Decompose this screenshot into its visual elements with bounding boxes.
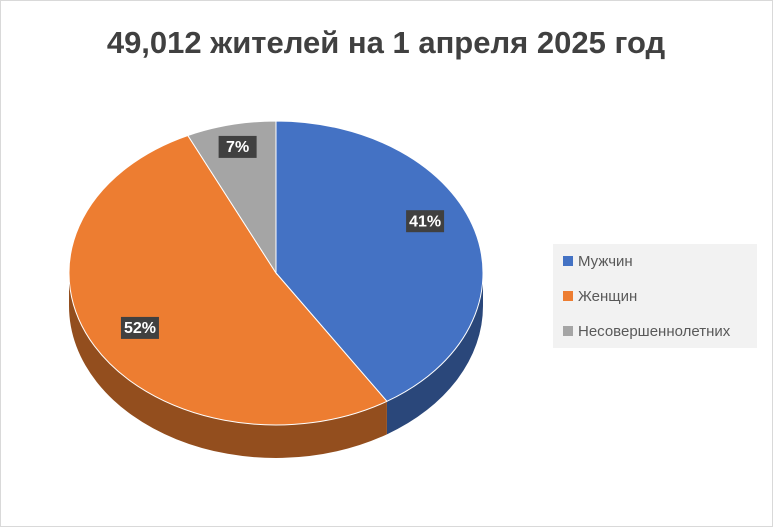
data-label: 41%	[406, 210, 445, 233]
data-label-box	[406, 210, 445, 233]
legend-swatch	[563, 291, 573, 301]
legend-box	[553, 244, 757, 348]
pie-slice	[68, 134, 388, 426]
data-label-text: 7%	[226, 139, 249, 156]
slice-side	[386, 273, 483, 435]
data-label-box	[120, 316, 159, 339]
data-label: 52%	[120, 316, 159, 339]
legend-label: Мужчин	[578, 253, 633, 270]
slice-side	[69, 273, 387, 458]
pie-slice	[187, 120, 277, 275]
data-label-text: 41%	[409, 213, 441, 230]
pie-slice	[275, 120, 484, 402]
data-label: 7%	[218, 135, 257, 158]
data-label-box	[218, 135, 257, 158]
legend-swatch	[563, 256, 573, 266]
legend-label: Женщин	[578, 288, 637, 305]
legend-label: Несовершеннолетних	[578, 323, 731, 340]
data-label-text: 52%	[124, 320, 156, 337]
chart-title: 49,012 жителей на 1 апреля 2025 год	[107, 25, 666, 60]
legend-swatch	[563, 326, 573, 336]
